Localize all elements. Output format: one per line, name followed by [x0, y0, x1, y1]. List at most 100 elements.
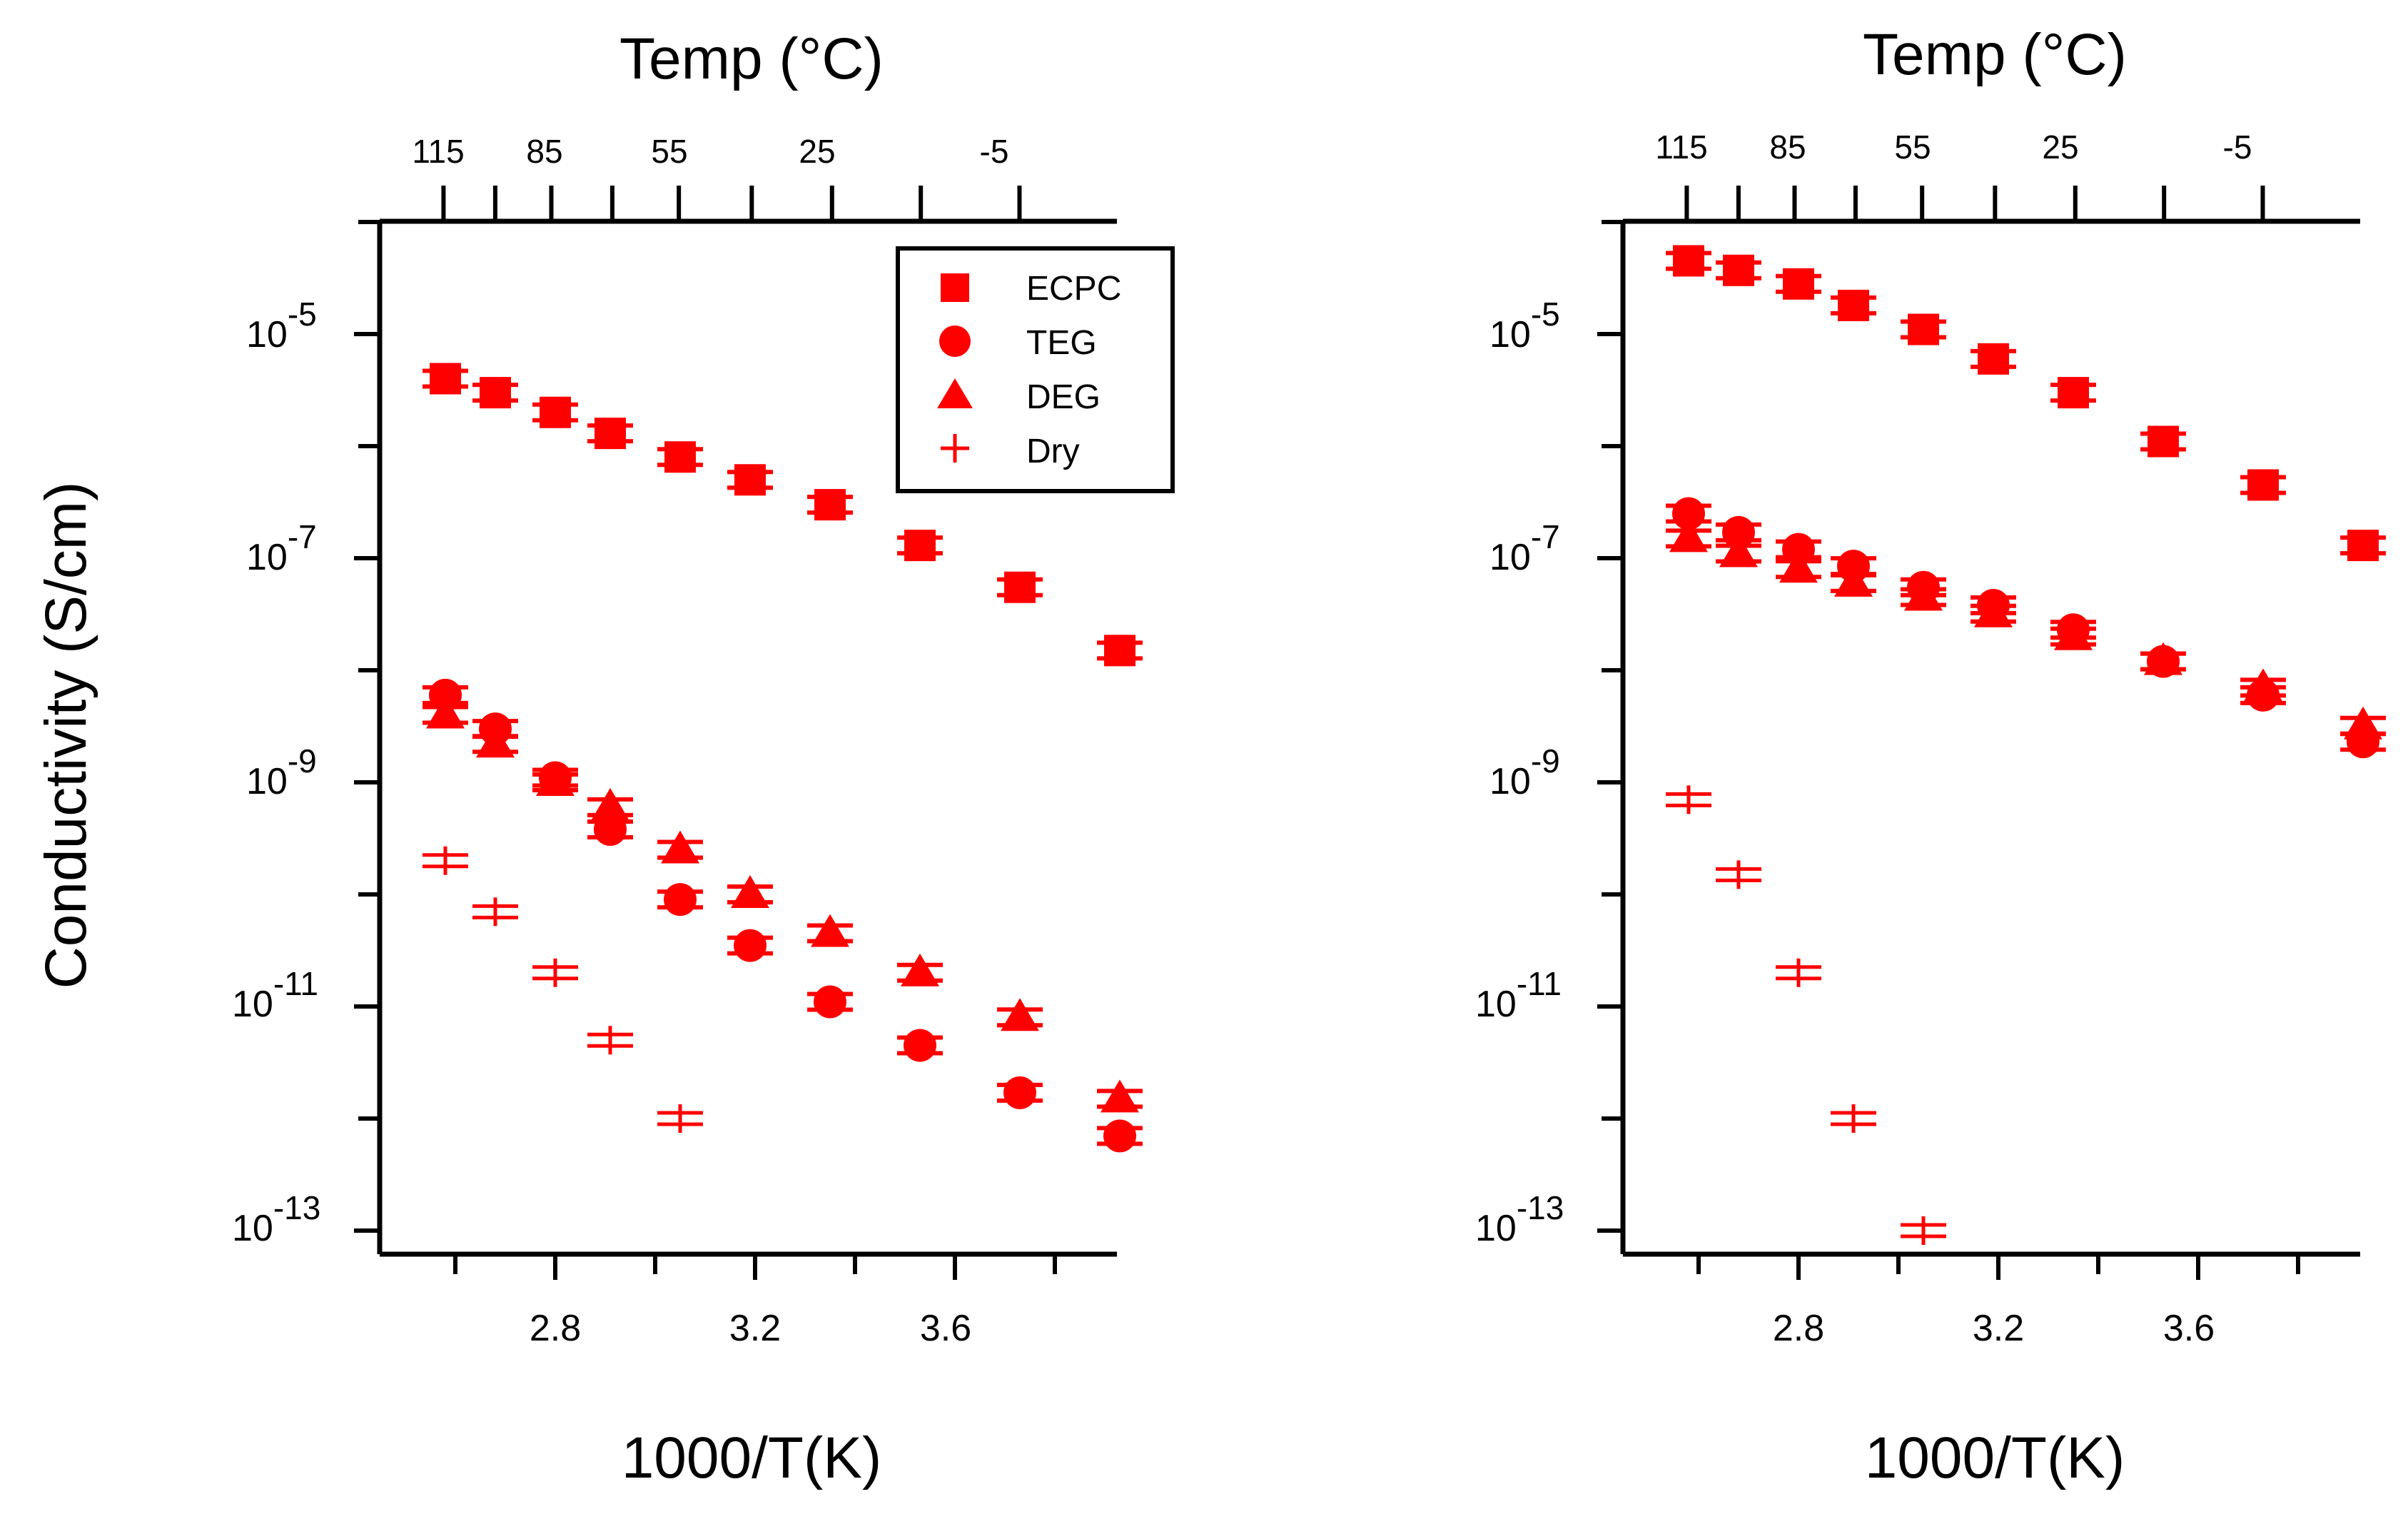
right-top-tick-label: -5	[2223, 128, 2252, 166]
left-xtick-label: 2.8	[530, 1308, 581, 1349]
circle-marker	[664, 883, 697, 917]
circle-marker	[429, 678, 462, 712]
left-deg-point	[1097, 1079, 1143, 1113]
left-deg-point	[897, 953, 943, 986]
circle-marker	[1722, 515, 1755, 549]
left-ecpc-point	[472, 377, 518, 409]
triangle-marker	[476, 725, 515, 758]
left-teg-point	[587, 812, 633, 846]
left-deg-point	[423, 695, 468, 729]
left-teg-point	[1097, 1119, 1143, 1153]
right-top-ticks	[1684, 186, 2265, 221]
right-top-tick-label: 25	[2042, 128, 2078, 166]
square-marker	[2148, 425, 2179, 458]
right-ecpc-point	[1971, 343, 2016, 375]
legend-label: DEG	[1026, 378, 1101, 416]
square-marker	[1908, 313, 1939, 345]
square-marker	[1673, 245, 1704, 277]
right-dry-point	[1776, 958, 1821, 987]
right-data-marks	[1666, 245, 2386, 1245]
square-marker	[1783, 268, 1814, 300]
right-ytick-label: 10-5	[1489, 296, 1560, 355]
square-marker	[1838, 289, 1869, 321]
square-marker	[430, 363, 461, 395]
right-ytick-label: 10-9	[1489, 742, 1560, 802]
square-marker	[595, 418, 626, 450]
triangle-marker	[1719, 534, 1758, 567]
right-deg-point	[2050, 617, 2096, 650]
right-deg-point	[1716, 534, 1761, 567]
left-y-ticks	[354, 220, 380, 1233]
left-top-ticks	[441, 186, 1022, 221]
square-marker	[1104, 635, 1135, 667]
square-marker	[1978, 343, 2009, 375]
triangle-marker	[2144, 642, 2182, 675]
right-xtick-label: 3.2	[1973, 1308, 2024, 1349]
left-teg-point	[727, 929, 773, 962]
left-deg-point	[727, 875, 773, 908]
legend-label: ECPC	[1026, 270, 1121, 308]
square-marker	[480, 377, 511, 409]
triangle-marker	[661, 830, 699, 864]
left-deg-point	[997, 998, 1043, 1031]
right-ecpc-point	[1716, 254, 1761, 286]
left-ytick-label: 10-9	[246, 742, 317, 802]
square-marker	[904, 530, 936, 562]
right-top-axis-title: Temp (°C)	[1863, 22, 2127, 87]
right-deg-point	[2140, 642, 2186, 675]
left-ecpc-point	[587, 418, 633, 450]
left-ecpc-point	[532, 396, 578, 428]
triangle-marker	[811, 914, 849, 947]
left-deg-point	[472, 725, 518, 758]
left-deg-point	[532, 763, 578, 796]
triangle-marker	[1834, 563, 1873, 597]
circle-marker	[1672, 497, 1705, 530]
left-x-axis-title: 1000/T(K)	[622, 1425, 882, 1490]
left-teg-point	[807, 985, 853, 1019]
triangle-marker	[1904, 577, 1943, 611]
circle-marker	[904, 1029, 936, 1062]
triangle-marker	[2344, 706, 2382, 740]
right-deg-point	[2240, 668, 2286, 702]
right-ytick-label: 10-11	[1475, 965, 1562, 1025]
square-marker	[2058, 377, 2089, 409]
left-top-tick-label: 25	[799, 133, 835, 170]
right-y-ticks	[1597, 220, 1623, 1233]
left-ytick-label: 10-7	[246, 518, 317, 578]
legend-label: Dry	[1026, 433, 1080, 470]
left-ecpc-point	[423, 363, 468, 395]
left-teg-point	[997, 1076, 1043, 1109]
square-marker	[734, 464, 766, 496]
right-ytick-label: 10-13	[1475, 1189, 1564, 1249]
right-ecpc-point	[1901, 313, 1946, 345]
triangle-marker	[536, 763, 575, 796]
left-dry-point	[587, 1026, 633, 1055]
right-ecpc-point	[2240, 469, 2286, 501]
right-top-tick-label: 85	[1769, 128, 1806, 166]
square-marker	[814, 489, 846, 521]
circle-marker	[594, 812, 627, 846]
square-marker	[540, 396, 571, 428]
left-xtick-label: 3.6	[920, 1308, 971, 1349]
legend: ECPC TEG DEG Dry	[896, 246, 1175, 493]
left-top-tick-label: 115	[412, 133, 464, 170]
left-xtick-label: 3.2	[729, 1308, 781, 1349]
right-panel: 10-5 10-7 10-9 10-11 10-13 2.8 3.2 3.6 1…	[1475, 22, 2386, 1490]
left-ecpc-point	[807, 489, 853, 521]
left-teg-point	[897, 1029, 943, 1062]
left-top-tick-label: 55	[651, 133, 687, 170]
legend-square-icon	[941, 273, 969, 302]
square-marker	[2247, 469, 2279, 501]
right-xtick-label: 3.6	[2163, 1308, 2215, 1349]
right-dry-point	[1831, 1104, 1876, 1133]
left-panel: 10-5 10-7 10-9 10-11 10-13 2.8 3.2 3.6 1…	[34, 26, 1175, 1490]
triangle-marker	[731, 875, 769, 908]
left-ytick-label: 10-13	[232, 1189, 320, 1249]
left-ecpc-point	[897, 530, 943, 562]
right-dry-point	[1716, 860, 1761, 889]
triangle-marker	[901, 953, 939, 986]
circle-marker	[1003, 1076, 1036, 1109]
right-ecpc-point	[1776, 268, 1821, 300]
left-ecpc-point	[997, 571, 1043, 603]
legend-label: TEG	[1026, 324, 1097, 362]
